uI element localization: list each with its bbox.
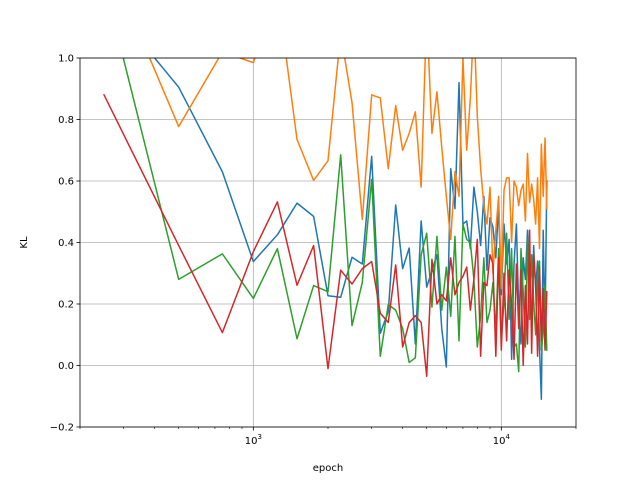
series-line-2 xyxy=(148,58,548,290)
x-axis-label: epoch xyxy=(313,463,343,474)
axis-ticks: −0.2 0.0 0.2 0.4 0.6 0.8 1.0 103 104 xyxy=(50,54,577,447)
x-tick-label: 103 xyxy=(245,433,262,447)
series-lines xyxy=(103,58,548,401)
y-tick-label: 0.2 xyxy=(58,300,74,311)
x-tick-label: 104 xyxy=(493,433,511,447)
series-line-4 xyxy=(103,93,548,378)
y-tick-label: 0.0 xyxy=(58,361,74,372)
y-tick-label: 0.8 xyxy=(58,115,74,126)
y-tick-label: 0.6 xyxy=(58,177,74,188)
y-tick-label: 1.0 xyxy=(58,54,74,65)
series-line-1 xyxy=(153,58,548,401)
y-tick-label: −0.2 xyxy=(50,423,74,434)
y-axis-label: KL xyxy=(19,236,30,249)
y-tick-label: 0.4 xyxy=(58,238,74,249)
